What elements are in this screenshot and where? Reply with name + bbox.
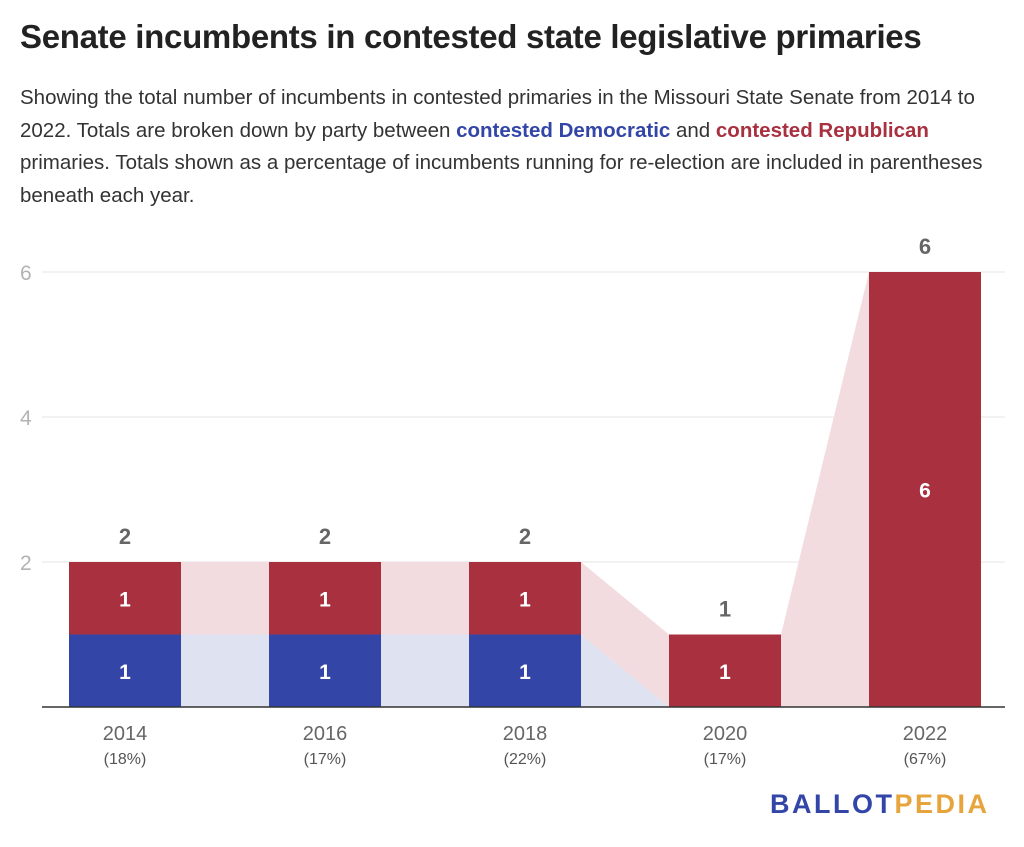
bar-republican <box>669 634 781 707</box>
stacked-bar-chart: 2 4 6 1 1 2 2014 (18%) 1 1 2 2016 (17%) 1 1 2 2018 (22%) 1… <box>20 234 1005 768</box>
subtitle-text-2: and <box>670 118 716 142</box>
x-tick-label: 2020 <box>703 723 748 745</box>
republican-band <box>181 562 269 635</box>
bar-value-label-democratic: 1 <box>119 661 131 684</box>
legend-republican: contested Republican <box>715 118 929 142</box>
y-tick-label: 2 <box>20 552 32 575</box>
x-tick-sublabel: (17%) <box>304 751 347 768</box>
subtitle-text-1: Showing the total number of incumbents i… <box>20 86 975 142</box>
x-tick-sublabel: (67%) <box>904 751 947 768</box>
bar-republican <box>69 562 181 635</box>
bar-value-label-republican: 1 <box>719 661 731 684</box>
chart-subtitle: Showing the total number of incumbents i… <box>20 82 1010 212</box>
y-tick-label: 6 <box>20 262 32 285</box>
x-tick-sublabel: (22%) <box>504 751 547 768</box>
bar-value-label-democratic: 1 <box>319 661 331 684</box>
bar-total-label: 6 <box>919 234 931 259</box>
x-tick-label: 2016 <box>303 723 348 745</box>
republican-band <box>381 562 469 635</box>
subtitle-text-3: primaries. Totals shown as a percentage … <box>20 151 983 207</box>
logo-text-pedia: PEDIA <box>894 789 990 819</box>
bar-republican <box>269 562 381 635</box>
x-tick-sublabel: (17%) <box>704 751 747 768</box>
bar-total-label: 2 <box>319 524 331 549</box>
republican-band <box>781 272 869 707</box>
x-tick-sublabel: (18%) <box>104 751 147 768</box>
bar-democratic <box>469 634 581 707</box>
bar-value-label-republican: 6 <box>919 480 931 503</box>
x-tick-label: 2022 <box>903 723 948 745</box>
bar-democratic <box>269 634 381 707</box>
democratic-band <box>181 634 269 707</box>
bar-democratic <box>69 634 181 707</box>
republican-band <box>581 562 669 707</box>
x-tick-label: 2014 <box>103 723 148 745</box>
ballotpedia-logo: BALLOTPEDIA <box>770 789 990 820</box>
chart-title: Senate incumbents in contested state leg… <box>20 18 922 55</box>
bar-total-label: 2 <box>119 524 131 549</box>
bar-republican <box>869 272 981 707</box>
bar-value-label-republican: 1 <box>119 588 131 611</box>
logo-text-ballot: BALLOT <box>770 789 895 819</box>
x-tick-label: 2018 <box>503 723 548 745</box>
bar-value-label-republican: 1 <box>319 588 331 611</box>
y-tick-label: 4 <box>20 407 32 430</box>
bar-value-label-republican: 1 <box>519 588 531 611</box>
bar-total-label: 1 <box>719 597 731 622</box>
bar-total-label: 2 <box>519 524 531 549</box>
bar-republican <box>469 562 581 635</box>
bar-value-label-democratic: 1 <box>519 661 531 684</box>
democratic-band <box>381 634 469 707</box>
legend-democratic: contested Democratic <box>456 118 671 142</box>
